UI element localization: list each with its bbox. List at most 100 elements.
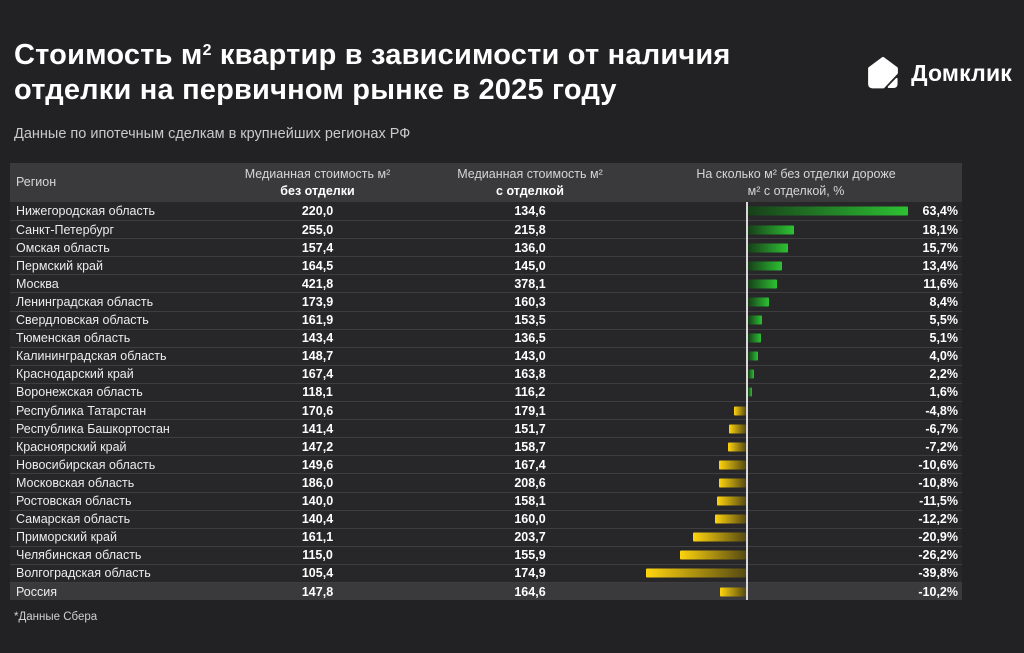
source-footnote: *Данные Сбера <box>14 611 98 623</box>
percent-value: 63,4% <box>922 204 958 219</box>
zero-baseline <box>746 202 748 601</box>
value-without-finishing: 118,1 <box>302 385 333 400</box>
diff-bar <box>748 225 794 235</box>
value-with-finishing: 167,4 <box>514 457 546 472</box>
percent-value: 1,6% <box>929 385 959 400</box>
region-name: Воронежская область <box>16 385 143 400</box>
diff-bar <box>727 442 746 452</box>
value-without-finishing: 161,1 <box>301 530 334 545</box>
house-icon <box>864 54 902 92</box>
table-row: Россия 147,8 164,6 -10,2% <box>10 581 962 601</box>
region-name: Омская область <box>16 240 110 255</box>
value-without-finishing: 143,4 <box>301 331 334 346</box>
region-name: Нижегородская область <box>16 204 155 219</box>
value-with-finishing: 134,6 <box>514 204 546 219</box>
value-without-finishing: 115,0 <box>302 548 333 563</box>
diff-bar <box>748 243 788 253</box>
percent-value: 18,1% <box>922 222 958 237</box>
region-name: Красноярский край <box>16 439 127 454</box>
percent-value: 2,2% <box>929 367 959 382</box>
value-with-finishing: 143,0 <box>514 349 546 364</box>
region-name: Тюменская область <box>16 331 131 346</box>
region-name: Республика Татарстан <box>16 403 147 418</box>
diff-bar <box>645 568 746 578</box>
value-without-finishing: 421,8 <box>301 276 334 291</box>
table-row: Омская область 157,4 136,0 15,7% <box>10 238 962 257</box>
diff-bar <box>748 206 908 216</box>
value-with-finishing: 145,0 <box>514 258 546 273</box>
percent-value: 13,4% <box>922 258 958 273</box>
value-without-finishing: 147,2 <box>301 439 334 454</box>
region-name: Приморский край <box>16 530 117 545</box>
value-with-finishing: 179,1 <box>514 403 546 418</box>
table-row: Красноярский край 147,2 158,7 -7,2% <box>10 437 962 456</box>
value-with-finishing: 215,8 <box>514 222 546 237</box>
percent-value: 4,0% <box>929 349 959 364</box>
percent-value: -10,2% <box>918 584 958 599</box>
diff-bar <box>680 550 746 560</box>
diff-bar <box>748 387 752 397</box>
title-line2: отделки на первичном рынке в 2025 году <box>14 74 617 107</box>
diff-bar <box>715 514 746 524</box>
diff-bar <box>748 369 754 379</box>
value-with-finishing: 160,0 <box>514 512 546 527</box>
value-with-finishing: 158,1 <box>514 494 546 509</box>
region-name: Санкт-Петербург <box>16 222 115 237</box>
region-name: Республика Башкортостан <box>16 421 170 436</box>
value-without-finishing: 255,0 <box>301 222 334 237</box>
chart-subtitle: Данные по ипотечным сделкам в крупнейших… <box>14 126 411 142</box>
value-with-finishing: 163,8 <box>514 367 546 382</box>
value-with-finishing: 153,5 <box>514 313 546 328</box>
value-without-finishing: 167,4 <box>301 367 334 382</box>
column-header-difference-percent: На сколько м² без отделки дороже м² с отд… <box>696 167 896 198</box>
value-without-finishing: 140,0 <box>301 494 334 509</box>
value-with-finishing: 160,3 <box>514 295 546 310</box>
region-name: Новосибирская область <box>16 457 156 472</box>
table-row: Тюменская область 143,4 136,5 5,1% <box>10 328 962 347</box>
region-name: Московская область <box>16 475 135 490</box>
table-row: Республика Татарстан 170,6 179,1 -4,8% <box>10 401 962 420</box>
column-header-region: Регион <box>16 175 57 190</box>
logo-wordmark: Домклик <box>911 59 1012 86</box>
table-row: Челябинская область 115,0 155,9 -26,2% <box>10 545 962 564</box>
diff-bar <box>733 406 746 416</box>
percent-value: 5,5% <box>929 313 959 328</box>
value-with-finishing: 208,6 <box>514 475 546 490</box>
percent-value: 11,6% <box>923 276 958 291</box>
region-name: Пермский край <box>16 258 103 273</box>
table-header-row: Регион Медианная стоимость м² без отделки… <box>10 163 962 202</box>
table-row: Московская область 186,0 208,6 -10,8% <box>10 473 962 492</box>
table-row: Москва 421,8 378,1 11,6% <box>10 274 962 293</box>
region-name: Москва <box>16 276 59 291</box>
diff-bar <box>719 460 746 470</box>
table-row: Нижегородская область 220,0 134,6 63,4% <box>10 202 962 221</box>
table-row: Приморский край 161,1 203,7 -20,9% <box>10 527 962 546</box>
value-with-finishing: 116,2 <box>514 385 546 400</box>
table-row: Волгоградская область 105,4 174,9 -39,8% <box>10 563 962 582</box>
percent-value: -26,2% <box>918 548 958 563</box>
table-row: Свердловская область 161,9 153,5 5,5% <box>10 310 962 329</box>
data-table: Регион Медианная стоимость м² без отделки… <box>10 163 962 601</box>
value-with-finishing: 155,9 <box>514 548 546 563</box>
table-row: Ростовская область 140,0 158,1 -11,5% <box>10 491 962 510</box>
domclick-logo: Домклик <box>864 54 1012 92</box>
column-header-without-finishing: Медианная стоимость м² без отделки <box>244 167 391 198</box>
diff-bar <box>718 478 746 488</box>
value-without-finishing: 149,6 <box>301 457 334 472</box>
table-row: Калининградская область 148,7 143,0 4,0% <box>10 346 962 365</box>
value-without-finishing: 164,5 <box>301 258 334 273</box>
value-without-finishing: 161,9 <box>301 313 334 328</box>
diff-bar <box>748 315 762 325</box>
value-with-finishing: 378,1 <box>514 276 546 291</box>
diff-bar <box>717 496 746 506</box>
value-with-finishing: 174,9 <box>514 566 546 581</box>
diff-bar <box>729 424 746 434</box>
table-row: Пермский край 164,5 145,0 13,4% <box>10 256 962 275</box>
percent-value: -12,2% <box>918 512 958 527</box>
diff-bar <box>748 261 782 271</box>
value-with-finishing: 158,7 <box>514 439 546 454</box>
region-name: Ленинградская область <box>16 295 154 310</box>
value-with-finishing: 151,7 <box>514 421 546 436</box>
column-header-with-finishing: Медианная стоимость м² с отделкой <box>457 167 603 198</box>
